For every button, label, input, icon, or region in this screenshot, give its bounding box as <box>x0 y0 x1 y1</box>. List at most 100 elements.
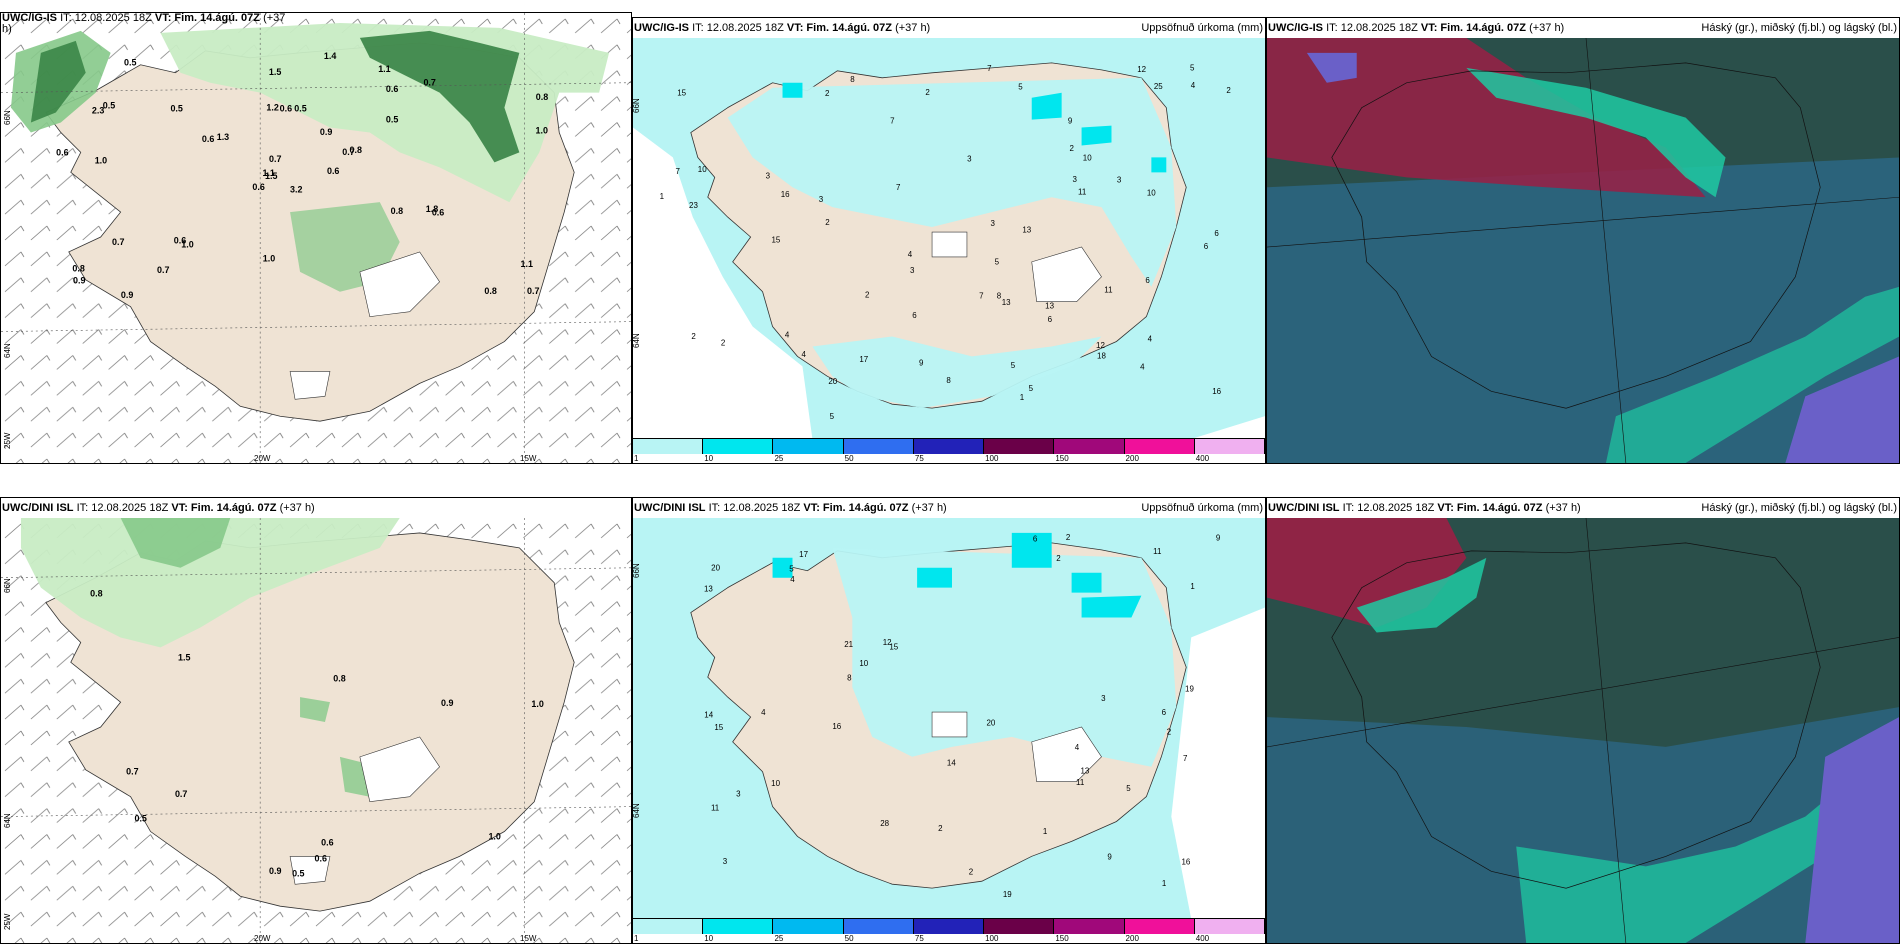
legend-swatch <box>984 439 1055 454</box>
map-value-label: 14 <box>704 711 713 720</box>
panel-igis-precip: UWC/IG-IS IT: 12.08.2025 18Z VT: Fim. 14… <box>632 17 1266 464</box>
map-value-label: 0.7 <box>342 147 354 157</box>
map-value-label: 3 <box>819 195 824 204</box>
map-value-label: 6 <box>1145 276 1150 285</box>
cloud-violet-se <box>1805 717 1899 943</box>
map-value-label: 13 <box>1045 302 1054 311</box>
map-value-label: 4 <box>908 250 913 259</box>
legend-swatch <box>1054 919 1125 934</box>
map-value-label: 0.7 <box>423 78 435 88</box>
map-value-label: 5 <box>830 412 835 421</box>
header-left: UWC/IG-IS IT: 12.08.2025 18Z VT: Fim. 14… <box>2 13 285 35</box>
map-value-label: 3 <box>991 219 996 228</box>
map-area: 5 2 4 3 3 5 6 2 3 4 2 7 4 8 11 12 23 25 11 10 12 13 20 18 13 10 15… <box>633 38 1265 439</box>
init-time: IT: 12.08.2025 18Z <box>692 22 784 34</box>
map-value-label: 8 <box>850 75 855 84</box>
valid-time: VT: Fim. 14.ágú. 07Z <box>786 22 892 34</box>
map-value-label: 11 <box>1078 188 1087 197</box>
map-value-label: 0.7 <box>269 154 281 164</box>
map-value-label: 3 <box>1101 694 1106 703</box>
map-value-label: 20 <box>828 377 837 386</box>
map-value-label: 4 <box>790 575 795 584</box>
init-time: IT: 12.08.2025 18Z <box>708 502 801 514</box>
lat-tick-66n: 66N <box>3 578 12 593</box>
map-value-label: 3 <box>766 172 771 181</box>
map-value-label: 0.7 <box>157 265 169 275</box>
legend-swatch <box>843 439 914 454</box>
panel-header: UWC/DINI ISL IT: 12.08.2025 18Z VT: Fim.… <box>1267 498 1899 518</box>
map-value-label: 0.7 <box>126 767 138 777</box>
legend-label: 200 <box>1125 934 1139 943</box>
map-value-label: 0.8 <box>536 92 548 102</box>
glacier-2 <box>289 371 331 400</box>
map-value-label: 1.5 <box>269 67 281 77</box>
map-value-label: 0.8 <box>90 588 102 598</box>
map-value-label: 19 <box>1003 890 1012 899</box>
map-value-label: 2 <box>938 824 943 833</box>
map-value-label: 1 <box>1020 393 1025 402</box>
map-value-label: 1 <box>1190 582 1195 591</box>
map-value-label: 25 <box>1154 82 1163 91</box>
precip-high-spots <box>772 532 1142 618</box>
legend-swatch <box>633 919 704 934</box>
map-value-label: 0.6 <box>432 207 444 217</box>
lead-time: (+37 h) <box>1545 502 1581 514</box>
green-dark-north <box>359 30 520 163</box>
map-value-label: 12 <box>1137 65 1146 74</box>
map-value-label: 0.8 <box>391 206 403 216</box>
map-value-label: 0.7 <box>175 789 187 799</box>
map-value-label: 7 <box>890 116 895 125</box>
init-time: IT: 12.08.2025 18Z <box>76 502 169 514</box>
legend-label: 50 <box>844 454 854 463</box>
map-value-label: 0.8 <box>349 145 361 155</box>
map-value-label: 1.0 <box>531 699 543 709</box>
header-left: UWC/DINI ISL IT: 12.08.2025 18Z VT: Fim.… <box>2 498 315 518</box>
map-value-label: 5 <box>1190 64 1195 73</box>
map-value-label: 1.8 <box>426 204 438 214</box>
map-value-label: 0.5 <box>124 57 136 67</box>
map-value-label: 15 <box>714 723 723 732</box>
map-svg <box>1267 38 1899 463</box>
map-value-label: 12 <box>1096 341 1105 350</box>
map-svg: 3.22.31.50.80.71.01.10.50.60.60.50.71.00… <box>1 13 631 463</box>
map-value-label: 1.1 <box>378 64 390 74</box>
map-value-label: 1.3 <box>217 132 229 142</box>
legend-label: 150 <box>1055 454 1069 463</box>
legend-swatch <box>773 919 844 934</box>
map-value-label: 17 <box>859 355 868 364</box>
panel-dini-wind: UWC/DINI ISL IT: 12.08.2025 18Z VT: Fim.… <box>0 497 632 944</box>
panel-title: Uppsöfnuð úrkoma (mm) <box>1141 22 1263 34</box>
panel-header: UWC/IG-IS IT: 12.08.2025 18Z VT: Fim. 14… <box>1267 18 1899 38</box>
map-value-label: 1 <box>660 192 665 201</box>
map-value-label: 11 <box>1076 778 1085 787</box>
map-value-label: 2 <box>1226 86 1231 95</box>
legend-label: 10 <box>704 934 714 943</box>
map-value-label: 2 <box>825 89 830 98</box>
map-value-label: 5 <box>1126 784 1131 793</box>
map-value-label: 1.1 <box>521 259 533 269</box>
map-value-label: 2 <box>1066 533 1071 542</box>
map-value-label: 1.0 <box>95 155 107 165</box>
coastline <box>1331 62 1821 409</box>
map-value-label: 0.7 <box>527 286 539 296</box>
map-value-label: 2 <box>925 88 930 97</box>
panel-igis-wind: 3.2 2.3 1.5 0.8 0.7 1.0 1.1 0.5 0.6 0.6 0.5 0.7 1.0 0… <box>0 12 632 464</box>
legend-label: 200 <box>1125 454 1139 463</box>
mid-cloud-teal-band <box>1466 67 1726 198</box>
map-value-label: 0.9 <box>121 290 133 300</box>
map-area: 3.2 2.3 1.5 0.8 0.7 1.0 1.1 0.5 0.6 0.6 0.5 0.7 1.0 0… <box>1 13 631 463</box>
map-value-label: 19 <box>1185 684 1194 693</box>
map-svg: 4231715911221191314201628191420121091187… <box>633 518 1265 919</box>
map-value-label: 1.2 <box>266 103 278 113</box>
map-value-label: 13 <box>704 585 713 594</box>
map-value-label: 1.5 <box>178 653 190 663</box>
map-svg: 0.9 0.6 0.8 0.8 1.0 0.5 0.6 0.7 0.9 1.5 0.7 1.0 0.5 <box>1 518 631 943</box>
map-value-label: 11 <box>1104 285 1113 294</box>
map-value-label: 0.5 <box>292 869 304 879</box>
legend-swatch <box>773 439 844 454</box>
map-value-label: 9 <box>1216 534 1221 543</box>
map-value-label: 5 <box>995 258 1000 267</box>
map-value-label: 7 <box>987 64 992 73</box>
lead-time: (+37 h) <box>1529 22 1565 34</box>
lon-tick-15w: 15W <box>520 934 537 943</box>
